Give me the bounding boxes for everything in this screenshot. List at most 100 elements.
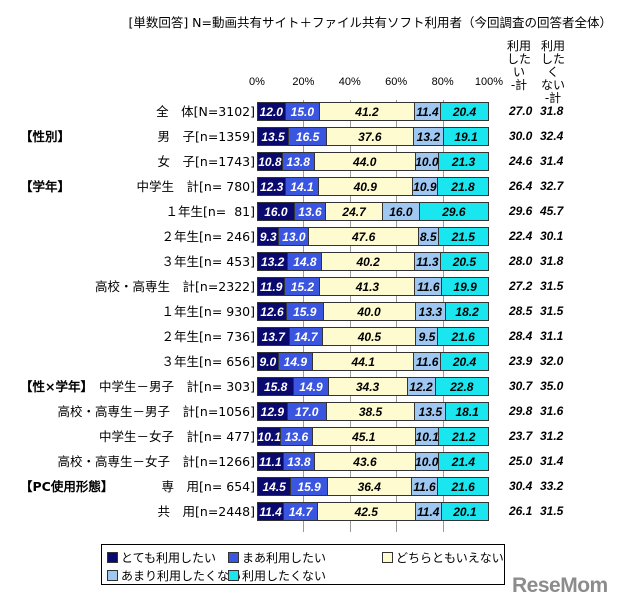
legend-item: とても利用したい: [107, 549, 216, 566]
bar-segment: 10.1: [257, 428, 282, 445]
bar-segment: 21.3: [439, 153, 488, 170]
row-label: 男 子[n=1359]: [157, 129, 255, 144]
bar-segment: 21.6: [438, 478, 488, 495]
bar-segment: 11.1: [258, 453, 284, 470]
row-label: 中学生 計[n= 780]: [136, 179, 255, 194]
sum-not-want: 31.5: [540, 504, 564, 518]
bar-segment: 14.9: [278, 353, 313, 370]
row-label: 専 用[n= 654]: [161, 479, 255, 494]
bar-segment: 44.0: [314, 153, 416, 170]
sum-not-want: 31.8: [540, 104, 564, 118]
bar-segment: 24.7: [326, 203, 384, 220]
bar-row: 12.6 15.9 40.0 13.3 18.2: [257, 302, 489, 321]
sum-want: 27.2: [509, 279, 533, 293]
bar-segment: 18.2: [446, 303, 489, 320]
sum-not-want: 31.1: [540, 329, 564, 343]
legend-swatch: [107, 552, 118, 563]
sum-want: 29.6: [509, 204, 533, 218]
bar-row: 9.0 14.9 44.1 11.6 20.4: [257, 352, 489, 371]
bar-segment: 14.7: [289, 328, 324, 345]
bar-segment: 37.6: [327, 128, 414, 145]
bar-segment: 11.4: [415, 503, 442, 520]
bar-segment: 16.0: [258, 203, 295, 220]
bar-segment: 15.0: [285, 103, 321, 120]
x-tick-label: 40%: [338, 76, 361, 88]
bar-segment: 21.6: [438, 328, 488, 345]
bar-row: 13.5 16.5 37.6 13.2 19.1: [257, 127, 489, 146]
bar-segment: 16.5: [289, 128, 328, 145]
bar-segment: 47.6: [309, 228, 419, 245]
bar-segment: 20.4: [441, 103, 488, 120]
bar-segment: 17.0: [287, 403, 327, 420]
bar-segment: 14.5: [258, 478, 292, 495]
x-tick-label: 20%: [292, 76, 315, 88]
sum-not-want: 45.7: [540, 204, 564, 218]
legend-swatch: [228, 570, 239, 581]
bar-segment: 10.1: [415, 428, 440, 445]
bar-segment: 11.9: [258, 278, 286, 295]
legend-item: まあ利用したい: [228, 549, 326, 566]
bar-row: 11.4 14.7 42.5 11.4 20.1: [257, 502, 489, 521]
row-label: 高校・高専生－男子 計[n=1056]: [57, 404, 255, 419]
bar-segment: 40.9: [318, 178, 413, 195]
sum-not-want: 31.8: [540, 254, 564, 268]
sum-not-want: 31.5: [540, 304, 564, 318]
bar-row: 10.1 13.6 45.1 10.1 21.2: [257, 427, 489, 446]
legend-label: どちらともいえない: [396, 551, 504, 565]
summary-header-not-want: 利用 したく ない -計: [540, 39, 565, 105]
resemom-logo: ReseMom: [512, 574, 608, 597]
bar-row: 11.1 13.8 43.6 10.0 21.4: [257, 452, 489, 471]
stacked-bar-plot: 12.0 15.0 41.2 11.4 20.4 13.5 16.5 37.6 13.2 19.1…: [257, 100, 489, 532]
bar-segment: 21.5: [438, 228, 489, 245]
bar-segment: 11.6: [415, 278, 443, 295]
legend-item: あまり利用したくない: [107, 567, 241, 584]
legend-item: 利用したくない: [228, 567, 326, 584]
sum-not-want: 33.2: [540, 479, 564, 493]
bar-segment: 13.3: [415, 303, 447, 320]
x-tick-label: 60%: [385, 76, 408, 88]
sum-want: 28.5: [509, 304, 533, 318]
row-label: ３年生[n= 656]: [161, 354, 255, 369]
sum-not-want: 30.1: [540, 229, 564, 243]
bar-segment: 20.5: [440, 253, 488, 270]
row-label: １年生[n= 81]: [165, 204, 255, 219]
legend-label: とても利用したい: [121, 551, 217, 565]
legend-swatch: [228, 552, 239, 563]
row-label: 共 用[n=2448]: [157, 504, 255, 519]
bar-segment: 9.0: [258, 353, 279, 370]
x-tick-label: 0%: [249, 76, 265, 88]
legend: とても利用したい まあ利用したい どちらともいえないあまり利用したくない 利用したくな…: [101, 544, 505, 585]
bar-segment: 10.9: [412, 178, 438, 195]
row-label: 高校・高専生 計[n=2322]: [95, 279, 255, 294]
row-label: ２年生[n= 246]: [161, 229, 255, 244]
sum-want: 23.7: [509, 429, 533, 443]
bar-segment: 8.5: [418, 228, 439, 245]
sum-not-want: 31.2: [540, 429, 564, 443]
sum-want: 27.0: [509, 104, 533, 118]
row-label: 女 子[n=1743]: [157, 154, 255, 169]
bar-segment: 12.3: [258, 178, 287, 195]
bar-row: 12.3 14.1 40.9 10.9 21.8: [257, 177, 489, 196]
bar-segment: 22.8: [435, 378, 488, 395]
bar-segment: 10.0: [415, 153, 439, 170]
bar-segment: 43.6: [315, 453, 416, 470]
bar-segment: 15.9: [286, 303, 324, 320]
bar-segment: 13.6: [294, 203, 327, 220]
bar-segment: 41.3: [320, 278, 416, 295]
bar-segment: 21.8: [437, 178, 489, 195]
bar-segment: 40.2: [322, 253, 415, 270]
bar-segment: 36.4: [327, 478, 412, 495]
sum-not-want: 32.7: [540, 179, 564, 193]
row-label: １年生[n= 930]: [161, 304, 255, 319]
bar-segment: 40.5: [323, 328, 417, 345]
row-label: ２年生[n= 736]: [161, 329, 255, 344]
sum-not-want: 31.5: [540, 279, 564, 293]
bar-row: 10.8 13.8 44.0 10.0 21.3: [257, 152, 489, 171]
sum-want: 29.8: [509, 404, 533, 418]
bar-segment: 13.5: [258, 128, 290, 145]
sum-not-want: 31.4: [540, 454, 564, 468]
bar-segment: 16.0: [383, 203, 420, 220]
bar-segment: 11.4: [258, 503, 285, 520]
row-label: ３年生[n= 453]: [161, 254, 255, 269]
bar-segment: 13.0: [279, 228, 310, 245]
